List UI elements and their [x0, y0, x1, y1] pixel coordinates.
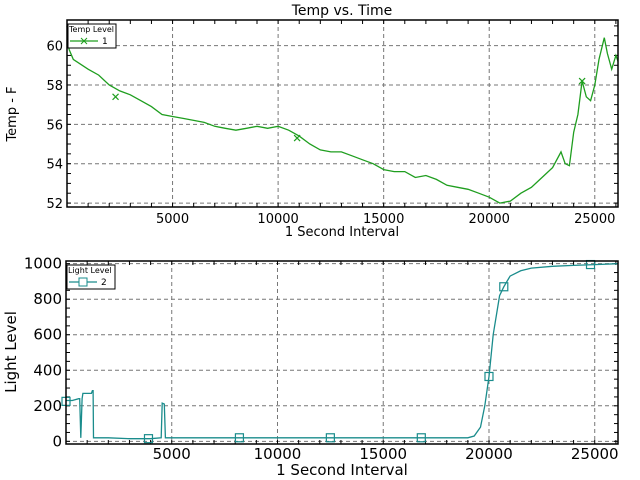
- bottom-data-marker: [416, 433, 426, 443]
- top-x-tick-label: 15000: [363, 212, 404, 227]
- top-legend-marker-x-icon: [80, 37, 88, 45]
- bottom-data-marker: [325, 433, 335, 443]
- bottom-x-axis-label: 1 Second Interval: [276, 461, 408, 479]
- top-x-tick-label: 10000: [257, 212, 298, 227]
- bottom-y-tick-label: 400: [33, 361, 62, 379]
- bottom-x-tick-label: 20000: [465, 445, 513, 463]
- bottom-legend-marker-square-icon: [78, 277, 88, 287]
- bottom-x-tick-label: 25000: [571, 445, 619, 463]
- top-y-tick-label: 52: [46, 197, 63, 212]
- top-data-marker: [112, 93, 119, 101]
- top-y-tick-label: 58: [46, 79, 63, 94]
- chart-title: Temp vs. Time: [291, 3, 393, 19]
- bottom-data-marker: [484, 371, 494, 382]
- bottom-legend: Light Level 2: [66, 264, 116, 290]
- top-x-tick-label: 25000: [574, 212, 615, 227]
- bottom-plot: 5000 10000 15000 20000 25000 0 200 400 600 800 100…: [24, 255, 619, 463]
- top-y-tick-label: 54: [46, 158, 63, 173]
- bottom-x-tick-label: 5000: [153, 445, 191, 463]
- bottom-y-tick-label: 200: [33, 397, 62, 415]
- bottom-legend-entry: 2: [101, 278, 107, 288]
- bottom-y-tick-label: 600: [33, 326, 62, 344]
- top-x-tick-label: 5000: [156, 212, 189, 227]
- bottom-y-tick-label: 0: [52, 432, 62, 450]
- bottom-data-marker: [143, 434, 154, 444]
- top-y-tick-label: 56: [46, 118, 63, 133]
- top-legend-box: [67, 23, 117, 49]
- top-x-tick-label: 20000: [469, 212, 510, 227]
- top-y-axis-label: Temp - F: [5, 86, 20, 142]
- top-data-marker: [293, 134, 301, 142]
- top-legend: Temp Level 1: [67, 23, 117, 49]
- top-series-line: [66, 25, 619, 204]
- top-x-axis-label: 1 Second Interval: [285, 225, 399, 240]
- bottom-x-tick-label: 10000: [254, 445, 302, 463]
- bottom-legend-box: [66, 264, 116, 290]
- bottom-plot-frame: [65, 260, 619, 445]
- bottom-y-tick-label: 1000: [24, 255, 62, 273]
- top-legend-entry: 1: [102, 37, 108, 47]
- top-y-tick-label: 60: [46, 40, 63, 55]
- bottom-data-marker: [234, 433, 245, 443]
- top-legend-title: Temp Level: [68, 25, 114, 34]
- bottom-series-line: [66, 263, 619, 440]
- top-data-marker: [578, 77, 586, 85]
- bottom-legend-title: Light Level: [68, 266, 112, 275]
- bottom-data-marker: [499, 282, 509, 292]
- top-plot-frame: [66, 19, 619, 208]
- bottom-y-axis-label: Light Level: [2, 311, 20, 393]
- top-plot: 5000 10000 15000 20000 25000 52 54 56 58 60 Temp L…: [46, 19, 619, 227]
- bottom-y-tick-label: 800: [33, 290, 62, 308]
- bottom-x-tick-label: 15000: [359, 445, 407, 463]
